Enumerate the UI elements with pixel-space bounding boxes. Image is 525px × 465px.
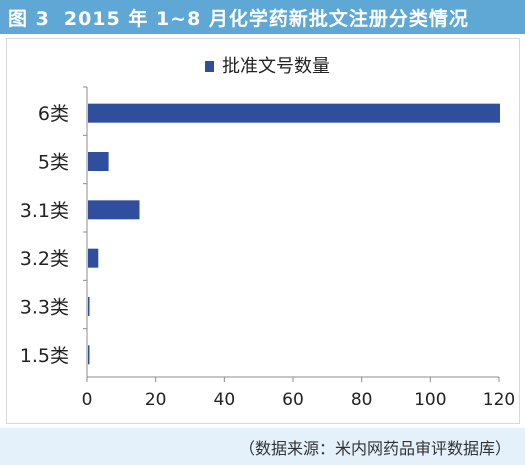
category-label-5: 1.5类 <box>20 345 69 367</box>
legend-label: 批准文号数量 <box>222 56 330 77</box>
category-label-2: 3.1类 <box>20 200 69 222</box>
figure-label: 图 3 <box>8 7 50 30</box>
bar-0 <box>88 103 500 123</box>
chart-title: 2015 年 1~8 月化学药新批文注册分类情况 <box>63 7 469 30</box>
bar-5 <box>88 345 90 365</box>
bar-1 <box>88 152 109 171</box>
bar-2 <box>88 200 140 220</box>
x-tick-label-1: 20 <box>145 390 167 410</box>
x-tick-label-4: 80 <box>351 390 373 410</box>
category-label-3: 3.2类 <box>20 248 69 270</box>
x-tick-label-0: 0 <box>82 390 93 410</box>
category-label-1: 5类 <box>38 152 69 174</box>
x-tick-label-3: 60 <box>282 390 304 410</box>
x-tick-label-2: 40 <box>214 390 236 410</box>
category-label-0: 6类 <box>38 103 69 125</box>
title-bar: 图 3 2015 年 1~8 月化学药新批文注册分类情况 <box>0 0 525 34</box>
source-bar: （数据来源：米内网药品审评数据库） <box>0 428 525 465</box>
source-note: （数据来源：米内网药品审评数据库） <box>238 438 511 458</box>
chart-frame: 批准文号数量 0 20 40 60 80 100 120 6类 5类 3.1类 3.2类 3.3类 1.5… <box>6 38 520 424</box>
bar-3 <box>88 248 99 268</box>
bar-4 <box>88 297 90 316</box>
legend-swatch <box>205 61 214 72</box>
x-tick-label-6: 120 <box>483 390 515 410</box>
bar-chart: 批准文号数量 0 20 40 60 80 100 120 6类 5类 3.1类 3.2类 3.3类 1.5… <box>20 56 515 410</box>
x-tick-label-5: 100 <box>414 390 446 410</box>
category-label-4: 3.3类 <box>20 297 69 319</box>
